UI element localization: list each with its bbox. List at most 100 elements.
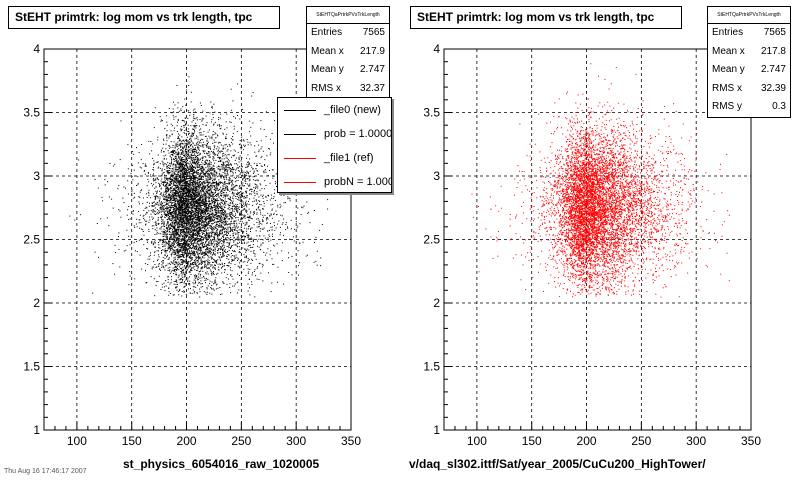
data-point <box>203 291 205 293</box>
data-point <box>239 221 241 222</box>
data-point <box>235 243 237 245</box>
data-point <box>184 161 186 163</box>
data-point <box>199 222 200 224</box>
data-point <box>213 139 215 141</box>
data-point <box>216 199 218 201</box>
data-point <box>152 202 153 204</box>
data-point <box>197 269 199 271</box>
data-point <box>212 222 214 224</box>
data-point <box>164 269 166 271</box>
data-point <box>212 201 213 203</box>
data-point <box>183 215 185 217</box>
data-point <box>169 217 171 219</box>
data-point <box>234 209 236 210</box>
data-point <box>184 223 185 225</box>
data-point <box>248 164 249 166</box>
data-point <box>147 178 149 180</box>
data-point <box>173 180 175 182</box>
data-point <box>246 248 248 250</box>
data-point <box>193 220 195 222</box>
data-point <box>210 258 212 260</box>
data-point <box>208 237 210 239</box>
data-point <box>235 203 237 205</box>
data-point <box>190 225 191 227</box>
data-point <box>208 213 210 215</box>
data-point <box>171 112 173 114</box>
data-point <box>193 217 195 219</box>
data-point <box>262 214 264 216</box>
data-point <box>226 265 228 266</box>
data-point <box>287 198 289 200</box>
data-point <box>261 188 263 190</box>
data-point <box>244 236 246 237</box>
data-point <box>266 219 267 221</box>
data-point <box>250 262 252 264</box>
data-point <box>198 235 200 237</box>
data-point <box>243 203 244 205</box>
data-point <box>138 201 140 203</box>
data-point <box>167 178 169 180</box>
data-point <box>160 183 162 185</box>
data-point <box>167 242 169 244</box>
data-point <box>201 176 203 178</box>
data-point <box>180 223 182 225</box>
data-point <box>171 151 173 153</box>
data-point <box>245 203 247 205</box>
data-point <box>157 197 159 199</box>
data-point <box>207 229 209 231</box>
data-point <box>243 171 245 173</box>
data-point <box>192 230 194 232</box>
data-point <box>213 145 215 147</box>
data-point <box>187 222 189 224</box>
data-point <box>259 204 261 205</box>
data-point <box>175 142 177 144</box>
data-point <box>248 203 250 205</box>
data-point <box>98 256 99 258</box>
data-point <box>163 158 165 160</box>
data-point <box>196 241 198 243</box>
data-point <box>226 283 228 285</box>
data-point <box>154 187 156 189</box>
data-point <box>219 202 221 204</box>
data-point <box>178 266 180 268</box>
data-point <box>130 173 132 175</box>
data-point <box>180 278 182 279</box>
data-point <box>225 183 227 185</box>
data-point <box>247 272 249 274</box>
data-point <box>189 257 191 258</box>
data-point <box>188 132 190 134</box>
data-point <box>230 256 232 258</box>
data-point <box>192 132 194 134</box>
data-point <box>214 247 216 249</box>
data-point <box>209 210 211 212</box>
data-point <box>169 215 170 217</box>
data-point <box>200 140 201 142</box>
data-point <box>174 215 176 217</box>
data-point <box>186 174 188 176</box>
data-point <box>180 261 182 263</box>
data-point <box>327 208 329 210</box>
data-point <box>226 258 228 259</box>
data-point <box>181 168 183 170</box>
data-point <box>216 171 218 173</box>
data-point <box>208 242 209 244</box>
data-point <box>214 206 216 208</box>
data-point <box>175 192 177 194</box>
data-point <box>148 231 150 232</box>
data-point <box>165 210 167 212</box>
data-point <box>194 234 196 236</box>
data-point <box>277 252 279 254</box>
data-point <box>214 177 216 179</box>
data-point <box>185 223 187 225</box>
data-point <box>187 184 189 186</box>
data-point <box>183 161 185 163</box>
data-point <box>223 152 225 154</box>
data-point <box>197 202 199 204</box>
data-point <box>243 196 245 198</box>
data-point <box>215 288 217 290</box>
data-point <box>307 254 308 256</box>
data-point <box>208 190 210 192</box>
data-point <box>164 241 166 243</box>
data-point <box>163 138 164 140</box>
data-point <box>207 235 209 237</box>
